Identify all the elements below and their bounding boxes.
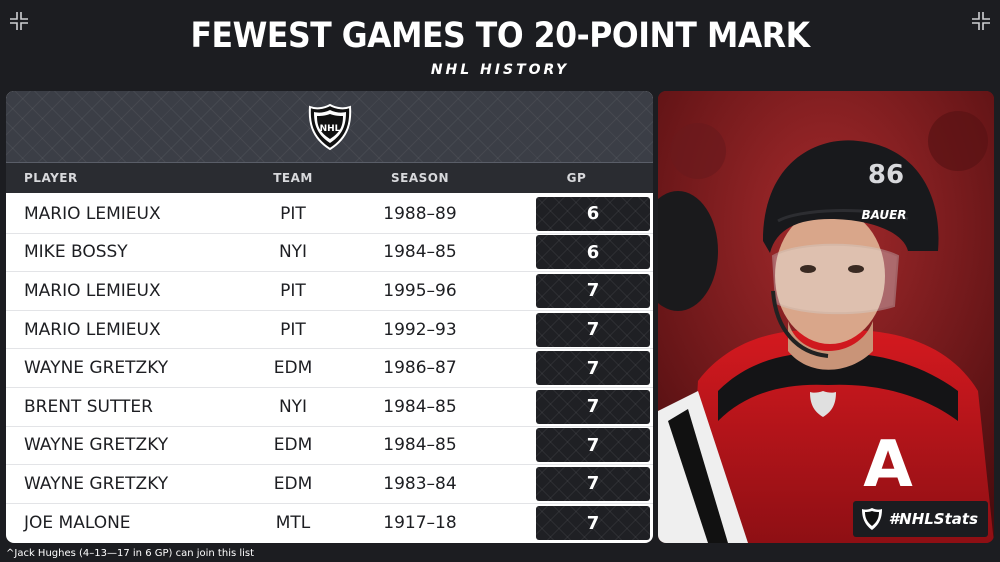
- table-row: MARIO LEMIEUX PIT 1992–93 7: [6, 311, 653, 350]
- cell-player: WAYNE GRETZKY: [24, 435, 169, 456]
- stats-table: NHL PLAYER TEAM SEASON GP MARIO LEMIEUX …: [6, 91, 653, 543]
- cell-team: NYI: [278, 242, 308, 263]
- nhl-shield-logo-icon: [861, 508, 882, 530]
- cell-player: MIKE BOSSY: [24, 242, 128, 263]
- cell-team: MTL: [275, 513, 311, 534]
- cell-season: 1983–84: [383, 473, 457, 494]
- table-row: MARIO LEMIEUX PIT 1995–96 7: [6, 272, 653, 311]
- corner-mark-icon: [10, 12, 28, 30]
- cell-season: 1988–89: [383, 203, 457, 224]
- column-header-team: TEAM: [273, 171, 313, 185]
- cell-player: JOE MALONE: [24, 513, 131, 534]
- cell-team: PIT: [280, 203, 306, 224]
- cell-gp: 7: [536, 389, 650, 424]
- jersey-number: 86: [868, 160, 904, 190]
- cell-gp: 7: [536, 312, 650, 347]
- captain-letter: A: [863, 428, 913, 502]
- page-subtitle: NHL HISTORY: [430, 62, 570, 78]
- cell-season: 1995–96: [383, 280, 457, 301]
- hashtag-badge: #NHLStats: [852, 501, 988, 537]
- nhl-shield-logo-icon: [810, 391, 836, 417]
- table-row: WAYNE GRETZKY EDM 1984–85 7: [6, 427, 653, 466]
- nhl-shield-logo-icon: NHL: [308, 103, 352, 151]
- table-header-row: PLAYER TEAM SEASON GP: [6, 163, 653, 193]
- cell-team: EDM: [273, 473, 313, 494]
- cell-gp: 6: [536, 196, 650, 231]
- cell-season: 1992–93: [383, 319, 457, 340]
- column-header-gp: GP: [566, 171, 587, 185]
- table-body: MARIO LEMIEUX PIT 1988–89 6 MIKE BOSSY N…: [6, 193, 653, 542]
- column-header-season: SEASON: [390, 171, 449, 185]
- table-banner: NHL: [6, 91, 653, 163]
- corner-mark-icon: [972, 12, 990, 30]
- table-row: MARIO LEMIEUX PIT 1988–89 6: [6, 195, 653, 234]
- hashtag-text: #NHLStats: [888, 510, 978, 528]
- cell-team: PIT: [280, 280, 306, 301]
- cell-team: EDM: [273, 358, 313, 379]
- table-row: BRENT SUTTER NYI 1984–85 7: [6, 388, 653, 427]
- table-row: WAYNE GRETZKY EDM 1986–87 7: [6, 349, 653, 388]
- cell-gp: 7: [536, 273, 650, 308]
- cell-gp: 7: [536, 466, 650, 501]
- cell-gp: 7: [536, 428, 650, 463]
- table-row: JOE MALONE MTL 1917–18 7: [6, 504, 653, 543]
- cell-player: WAYNE GRETZKY: [24, 473, 169, 494]
- helmet-brand: BAUER: [861, 208, 906, 222]
- cell-player: MARIO LEMIEUX: [24, 319, 161, 340]
- cell-player: BRENT SUTTER: [24, 396, 153, 417]
- player-illustration: 86 BAUER A: [658, 91, 994, 543]
- logo-text: NHL: [320, 124, 341, 134]
- table-row: WAYNE GRETZKY EDM 1983–84 7: [6, 465, 653, 504]
- player-photo: 86 BAUER A #NHLStats: [658, 91, 994, 543]
- column-header-player: PLAYER: [24, 171, 78, 185]
- cell-gp: 7: [536, 506, 650, 541]
- cell-gp: 6: [536, 235, 650, 270]
- cell-player: MARIO LEMIEUX: [24, 280, 161, 301]
- cell-gp: 7: [536, 351, 650, 386]
- cell-season: 1917–18: [383, 513, 457, 534]
- cell-player: WAYNE GRETZKY: [24, 358, 169, 379]
- cell-team: NYI: [278, 396, 308, 417]
- cell-season: 1984–85: [383, 435, 457, 456]
- page-title: FEWEST GAMES TO 20-POINT MARK: [190, 16, 810, 56]
- cell-season: 1986–87: [383, 358, 457, 379]
- table-row: MIKE BOSSY NYI 1984–85 6: [6, 234, 653, 273]
- cell-season: 1984–85: [383, 396, 457, 417]
- cell-player: MARIO LEMIEUX: [24, 203, 161, 224]
- cell-team: EDM: [273, 435, 313, 456]
- cell-team: PIT: [280, 319, 306, 340]
- footnote: ^Jack Hughes (4–13—17 in 6 GP) can join …: [6, 548, 255, 559]
- cell-season: 1984–85: [383, 242, 457, 263]
